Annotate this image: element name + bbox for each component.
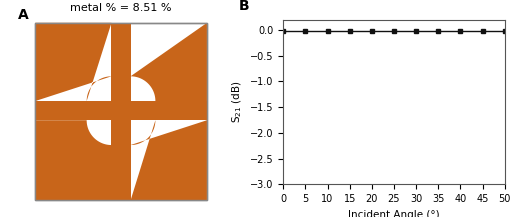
Y-axis label: S$_{21}$ (dB): S$_{21}$ (dB) <box>231 81 244 123</box>
Text: metal % = 8.51 %: metal % = 8.51 % <box>70 3 172 13</box>
X-axis label: Incident Angle (°): Incident Angle (°) <box>348 210 440 217</box>
PathPatch shape <box>131 23 207 101</box>
Bar <box>35 23 207 201</box>
Bar <box>111 23 131 201</box>
PathPatch shape <box>35 23 111 101</box>
PathPatch shape <box>131 120 207 201</box>
Bar <box>35 23 207 201</box>
Text: B: B <box>239 0 250 13</box>
Bar <box>35 101 207 120</box>
PathPatch shape <box>35 120 111 201</box>
Text: A: A <box>18 8 29 21</box>
